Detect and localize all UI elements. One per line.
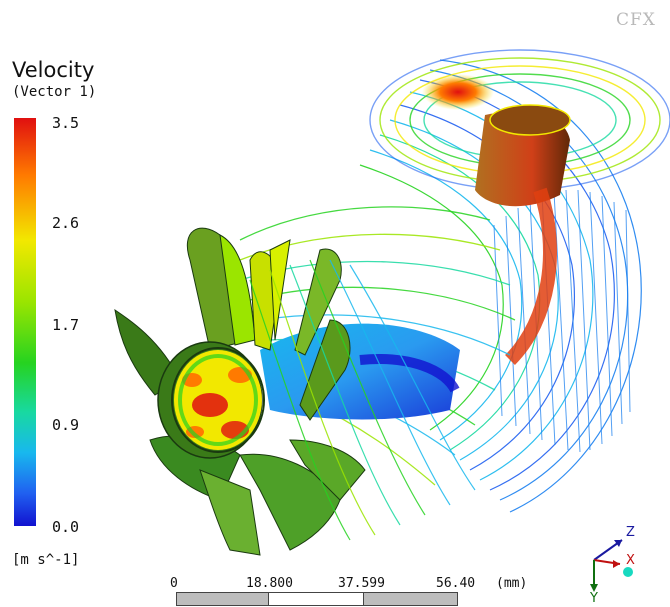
scale-label-2: 37.599	[338, 576, 385, 591]
legend-tick-min: 0.0	[52, 518, 80, 536]
legend-subtitle: (Vector 1)	[12, 84, 97, 100]
outlet-tube	[475, 104, 571, 365]
streamlines-swirl	[369, 49, 670, 191]
scale-unit: (mm)	[496, 576, 528, 591]
scale-seg-3	[364, 593, 457, 605]
scale-seg-1	[177, 593, 269, 605]
runner-hub	[260, 323, 460, 420]
scale-label-0: 0	[170, 576, 178, 591]
axis-y-label: Y	[589, 591, 598, 602]
legend-tick-max: 3.5	[52, 114, 80, 132]
legend-tick-mid: 1.7	[52, 316, 80, 334]
streamlines-front	[249, 259, 476, 541]
axis-triad: Z X Y	[589, 525, 635, 602]
scale-seg-2	[269, 593, 364, 605]
legend-units: [m s^-1]	[12, 552, 80, 568]
scale-bar	[176, 592, 458, 606]
legend-tick-high: 2.6	[52, 214, 80, 232]
legend-title: Velocity	[12, 58, 95, 82]
axis-z-label: Z	[626, 525, 635, 540]
scale-label-1: 18.800	[246, 576, 293, 591]
scale-label-3: 56.40	[436, 576, 476, 591]
axis-x-label: X	[626, 553, 635, 568]
legend-tick-low: 0.9	[52, 416, 80, 434]
legend-color-bar	[14, 118, 36, 526]
flow-visualization[interactable]	[90, 20, 670, 575]
streamlines-curtain	[493, 189, 631, 453]
runner-ring	[157, 341, 265, 459]
runner-blades	[114, 227, 366, 556]
cfx-logo: CFX	[616, 10, 656, 30]
